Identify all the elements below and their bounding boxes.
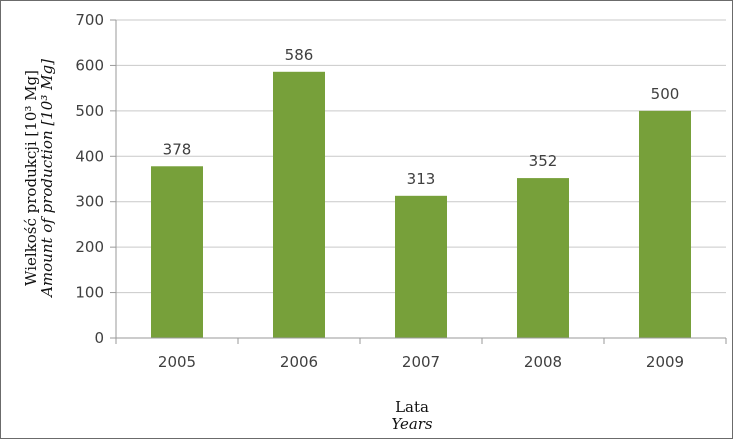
y-axis-title: Wielkość produkcji [10³ Mg] <box>22 70 40 286</box>
bar-2008 <box>517 178 569 338</box>
bars <box>151 71 691 338</box>
y-tick-label: 400 <box>75 147 104 165</box>
bar-2007 <box>395 195 447 338</box>
y-tick-label: 600 <box>75 56 104 74</box>
y-tick-label: 200 <box>75 238 104 256</box>
y-tick-label: 0 <box>94 329 104 347</box>
x-tick-label-2006: 2006 <box>280 353 318 371</box>
y-tick-label: 700 <box>75 11 104 29</box>
x-axis-title: Lata <box>395 398 429 416</box>
y-axis-title-en: Amount of production [10³ Mg] <box>38 59 56 299</box>
axes: 0 100 200 300 400 500 600 700 2005 2006 2007 2008 20… <box>75 11 727 371</box>
y-tick-label: 500 <box>75 102 104 120</box>
x-tick-label-2009: 2009 <box>646 353 684 371</box>
y-tick-label: 300 <box>75 193 104 211</box>
bar-2005 <box>151 166 203 338</box>
data-labels: 378 586 313 352 500 <box>163 46 680 188</box>
data-label-2007: 313 <box>407 170 436 188</box>
data-label-2008: 352 <box>529 152 558 170</box>
bar-2006 <box>273 71 325 338</box>
data-label-2006: 586 <box>285 46 314 64</box>
bar-2009 <box>639 110 691 338</box>
x-tick-label-2005: 2005 <box>158 353 196 371</box>
data-label-2005: 378 <box>163 140 192 158</box>
x-tick-label-2007: 2007 <box>402 353 440 371</box>
x-tick-label-2008: 2008 <box>524 353 562 371</box>
y-tick-label: 100 <box>75 284 104 302</box>
data-label-2009: 500 <box>651 85 680 103</box>
x-axis-title-en: Years <box>391 415 433 433</box>
gridlines <box>116 19 726 294</box>
